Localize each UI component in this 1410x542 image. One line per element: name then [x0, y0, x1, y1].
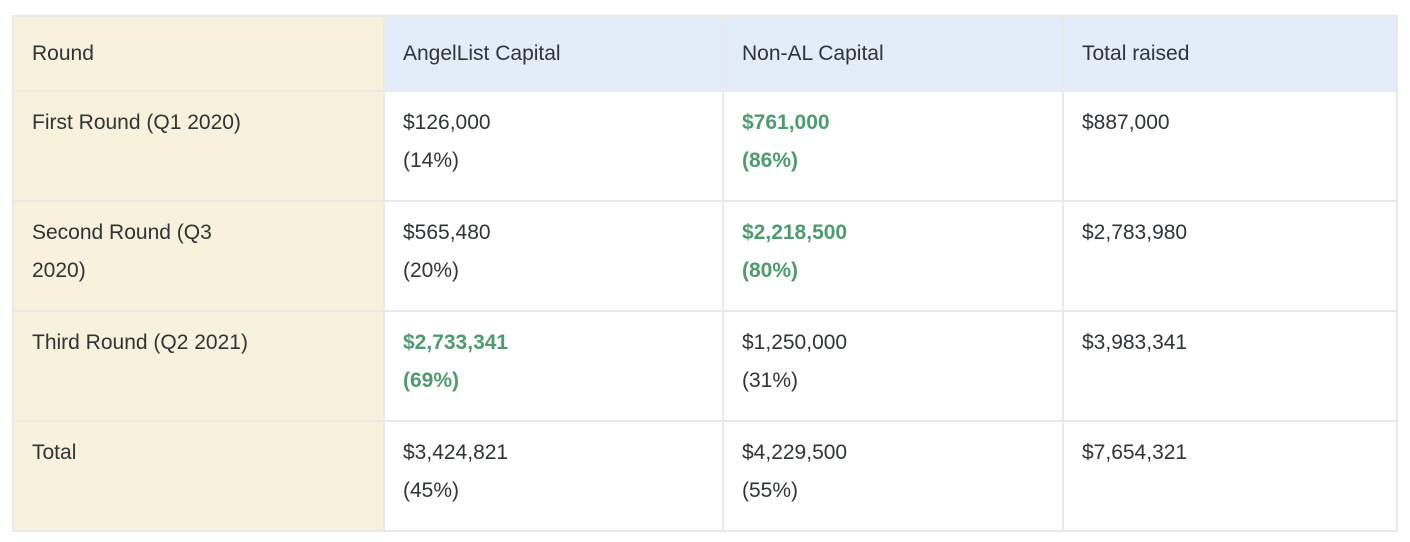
- header-row: Round AngelList Capital Non-AL Capital T…: [12, 15, 1398, 92]
- fundraising-table: Round AngelList Capital Non-AL Capital T…: [12, 15, 1398, 532]
- amount: $565,480: [403, 221, 491, 244]
- percent: (80%): [742, 259, 799, 282]
- percent: (55%): [742, 479, 799, 502]
- table-row-first-round: First Round (Q1 2020) $126,000 (14%) $76…: [12, 90, 1398, 202]
- percent: (86%): [742, 149, 799, 172]
- percent: (20%): [403, 259, 460, 282]
- total-raised-cell: $7,654,321: [1062, 420, 1398, 532]
- total-raised-cell: $887,000: [1062, 90, 1398, 202]
- angellist-capital-cell: $2,733,341 (69%): [383, 310, 724, 422]
- round-label: Total: [32, 441, 77, 464]
- round-cell: Second Round (Q3 2020): [12, 200, 385, 312]
- amount: $3,424,821: [403, 441, 509, 464]
- round-label: Third Round (Q2 2021): [32, 331, 248, 354]
- round-cell: Third Round (Q2 2021): [12, 310, 385, 422]
- col-header-non-al-capital: Non-AL Capital: [722, 15, 1064, 92]
- amount: $3,983,341: [1082, 331, 1188, 354]
- percent: (14%): [403, 149, 460, 172]
- amount: $2,218,500: [742, 221, 848, 244]
- total-raised-cell: $2,783,980: [1062, 200, 1398, 312]
- non-al-capital-cell: $1,250,000 (31%): [722, 310, 1064, 422]
- angellist-capital-cell: $3,424,821 (45%): [383, 420, 724, 532]
- col-header-round: Round: [12, 15, 385, 92]
- amount: $2,733,341: [403, 331, 509, 354]
- total-raised-cell: $3,983,341: [1062, 310, 1398, 422]
- round-label: Second Round (Q3 2020): [32, 221, 212, 282]
- table-row-third-round: Third Round (Q2 2021) $2,733,341 (69%) $…: [12, 310, 1398, 422]
- non-al-capital-cell: $2,218,500 (80%): [722, 200, 1064, 312]
- amount: $7,654,321: [1082, 441, 1188, 464]
- percent: (45%): [403, 479, 460, 502]
- non-al-capital-cell: $761,000 (86%): [722, 90, 1064, 202]
- angellist-capital-cell: $565,480 (20%): [383, 200, 724, 312]
- amount: $2,783,980: [1082, 221, 1188, 244]
- round-cell: First Round (Q1 2020): [12, 90, 385, 202]
- amount: $126,000: [403, 111, 491, 134]
- amount: $1,250,000: [742, 331, 848, 354]
- round-label: First Round (Q1 2020): [32, 111, 241, 134]
- angellist-capital-cell: $126,000 (14%): [383, 90, 724, 202]
- col-header-total-raised: Total raised: [1062, 15, 1398, 92]
- amount: $4,229,500: [742, 441, 848, 464]
- table-row-total: Total $3,424,821 (45%) $4,229,500 (55%) …: [12, 420, 1398, 532]
- percent: (31%): [742, 369, 799, 392]
- amount: $761,000: [742, 111, 830, 134]
- amount: $887,000: [1082, 111, 1170, 134]
- percent: (69%): [403, 369, 460, 392]
- col-header-angellist-capital: AngelList Capital: [383, 15, 724, 92]
- table-row-second-round: Second Round (Q3 2020) $565,480 (20%) $2…: [12, 200, 1398, 312]
- non-al-capital-cell: $4,229,500 (55%): [722, 420, 1064, 532]
- round-cell: Total: [12, 420, 385, 532]
